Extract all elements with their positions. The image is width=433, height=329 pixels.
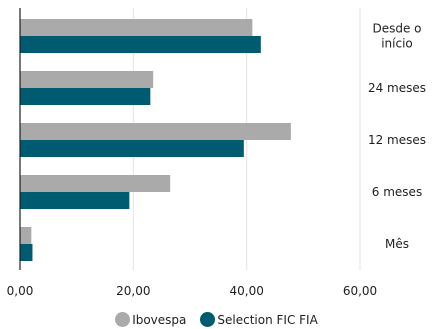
x-tick-label: 60,00 — [343, 284, 377, 298]
bar-selection-2 — [20, 140, 244, 157]
legend-item-selection: Selection FIC FIA — [200, 312, 318, 327]
bars — [20, 19, 291, 261]
category-label-2: 12 meses — [368, 133, 426, 147]
x-tick-label: 20,00 — [116, 284, 150, 298]
category-labels: Desde o início 24 meses 12 meses 6 meses Mês — [368, 22, 426, 252]
bar-selection-4 — [20, 244, 33, 261]
legend-swatch-selection — [200, 312, 216, 327]
category-label-1: 24 meses — [368, 81, 426, 95]
x-tick-label: 0,00 — [7, 284, 34, 298]
legend: Ibovespa Selection FIC FIA — [0, 310, 433, 329]
legend-item-ibovespa: Ibovespa — [115, 312, 186, 327]
bar-ibovespa-1 — [20, 71, 154, 88]
bar-selection-1 — [20, 88, 151, 105]
bar-selection-0 — [20, 36, 261, 53]
bar-ibovespa-0 — [20, 19, 253, 36]
legend-swatch-ibovespa — [115, 312, 131, 327]
bar-selection-3 — [20, 192, 130, 209]
bar-ibovespa-3 — [20, 175, 171, 192]
category-label-4: Mês — [385, 237, 409, 251]
legend-label-ibovespa: Ibovespa — [132, 312, 187, 327]
bar-ibovespa-2 — [20, 123, 291, 140]
category-label-0: Desde o início — [372, 22, 421, 51]
bar-ibovespa-4 — [20, 227, 32, 244]
tick-labels: 0,00 20,00 40,00 60,00 — [7, 284, 378, 298]
x-tick-label: 40,00 — [229, 284, 263, 298]
category-label-3: 6 meses — [372, 185, 422, 199]
legend-label-selection: Selection FIC FIA — [217, 312, 318, 327]
